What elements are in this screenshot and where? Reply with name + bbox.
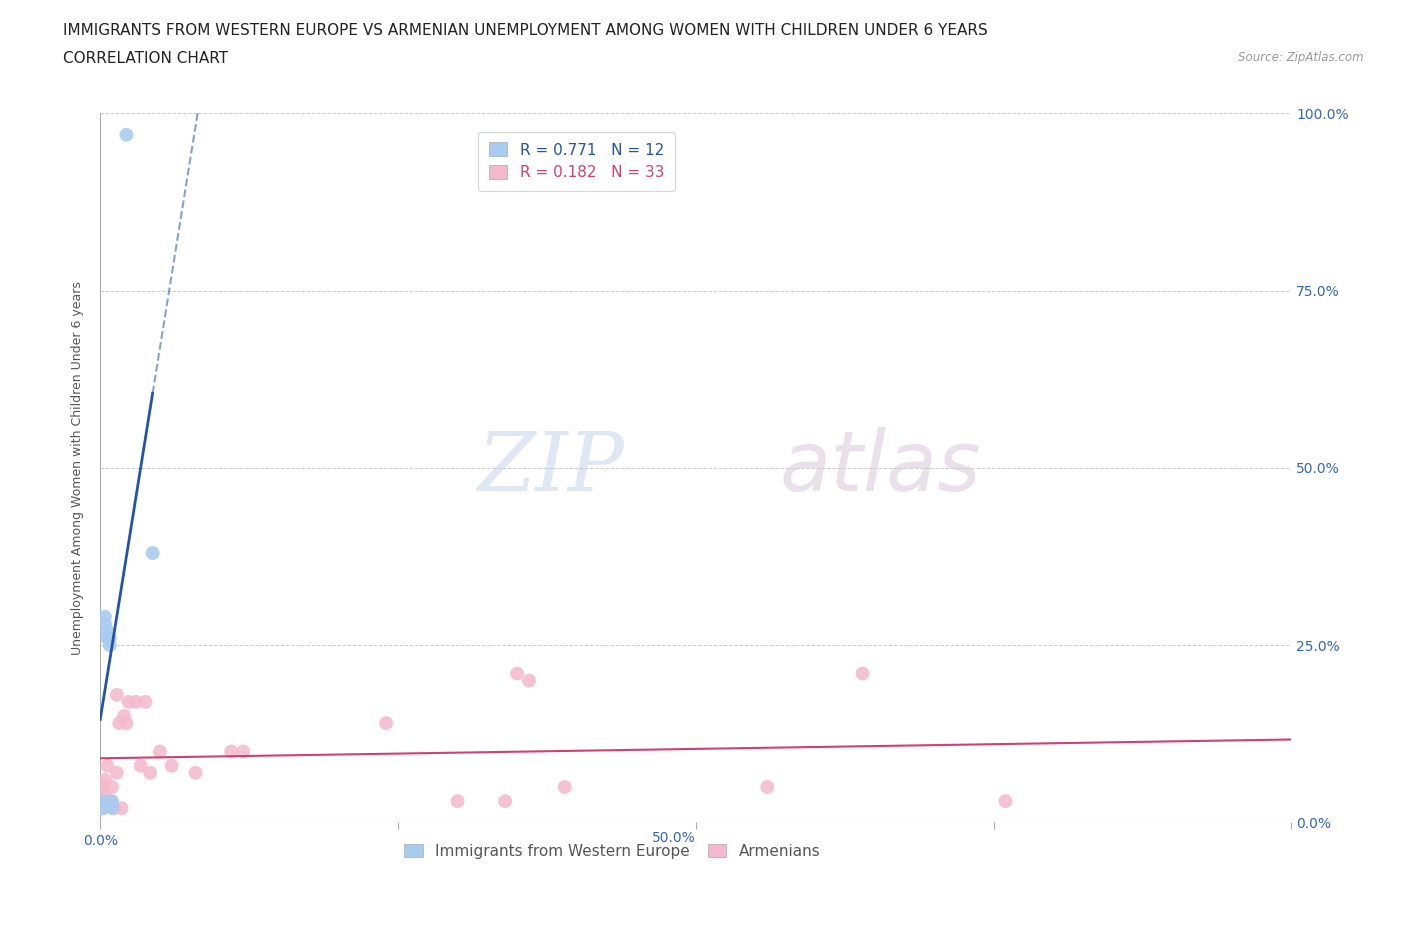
Point xyxy=(517,673,540,688)
Point xyxy=(96,631,118,645)
Point xyxy=(184,765,207,780)
Point xyxy=(101,801,124,816)
Point xyxy=(219,744,242,759)
Point xyxy=(91,779,114,794)
Point xyxy=(108,716,131,731)
Point xyxy=(129,758,152,773)
Point xyxy=(142,546,165,561)
Point xyxy=(125,695,148,710)
Point xyxy=(94,609,117,624)
Point xyxy=(101,793,124,808)
Point xyxy=(105,687,128,702)
Point xyxy=(149,744,172,759)
Point xyxy=(756,779,779,794)
Legend: Immigrants from Western Europe, Armenians: Immigrants from Western Europe, Armenian… xyxy=(395,834,830,868)
Text: atlas: atlas xyxy=(779,428,981,509)
Point xyxy=(115,127,138,142)
Point xyxy=(112,709,135,724)
Point xyxy=(96,758,118,773)
Text: CORRELATION CHART: CORRELATION CHART xyxy=(63,51,228,66)
Text: 50.0%: 50.0% xyxy=(652,830,696,845)
Point xyxy=(94,617,117,631)
Point xyxy=(134,695,156,710)
Point xyxy=(98,631,121,645)
Point xyxy=(160,758,183,773)
Point xyxy=(446,793,468,808)
Point xyxy=(91,801,114,816)
Point xyxy=(232,744,254,759)
Point xyxy=(98,638,121,653)
Point xyxy=(94,787,117,802)
Point xyxy=(506,666,529,681)
Point xyxy=(105,765,128,780)
Point xyxy=(96,624,118,639)
Point xyxy=(111,801,134,816)
Point xyxy=(118,695,141,710)
Point xyxy=(851,666,873,681)
Point xyxy=(375,716,398,731)
Point xyxy=(98,793,121,808)
Point xyxy=(554,779,576,794)
Text: IMMIGRANTS FROM WESTERN EUROPE VS ARMENIAN UNEMPLOYMENT AMONG WOMEN WITH CHILDRE: IMMIGRANTS FROM WESTERN EUROPE VS ARMENI… xyxy=(63,23,988,38)
Text: Source: ZipAtlas.com: Source: ZipAtlas.com xyxy=(1239,51,1364,64)
Point xyxy=(91,793,114,808)
Point xyxy=(994,793,1017,808)
Text: ZIP: ZIP xyxy=(478,428,624,508)
Point xyxy=(115,716,138,731)
Point xyxy=(139,765,162,780)
Point xyxy=(103,801,125,816)
Y-axis label: Unemployment Among Women with Children Under 6 years: Unemployment Among Women with Children U… xyxy=(72,281,84,655)
Point xyxy=(94,773,117,788)
Point xyxy=(494,793,516,808)
Point xyxy=(101,779,124,794)
Point xyxy=(91,801,114,816)
